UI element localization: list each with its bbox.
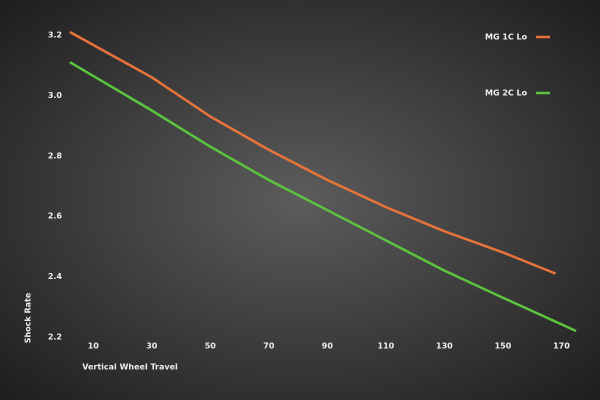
legend-label: MG 2C Lo	[485, 89, 528, 98]
x-tick-label: 30	[146, 342, 158, 351]
y-tick-label: 3.0	[48, 91, 63, 100]
x-tick-label: 150	[495, 342, 512, 351]
y-tick-label: 2.4	[48, 272, 63, 281]
x-tick-label: 50	[205, 342, 217, 351]
x-tick-label: 90	[322, 342, 334, 351]
x-tick-label: 10	[88, 342, 100, 351]
y-tick-label: 2.6	[48, 212, 63, 221]
y-tick-label: 2.2	[48, 333, 62, 342]
x-tick-label: 110	[378, 342, 395, 351]
series-line	[69, 61, 577, 333]
y-tick-label: 3.2	[48, 31, 62, 40]
x-tick-label: 130	[436, 342, 453, 351]
series-line	[69, 30, 557, 275]
y-axis-label: Shock Rate	[24, 292, 33, 343]
x-tick-label: 70	[263, 342, 275, 351]
x-tick-label: 170	[553, 342, 570, 351]
x-axis-label: Vertical Wheel Travel	[82, 363, 178, 372]
y-tick-label: 2.8	[48, 151, 63, 160]
legend-label: MG 1C Lo	[485, 33, 528, 42]
